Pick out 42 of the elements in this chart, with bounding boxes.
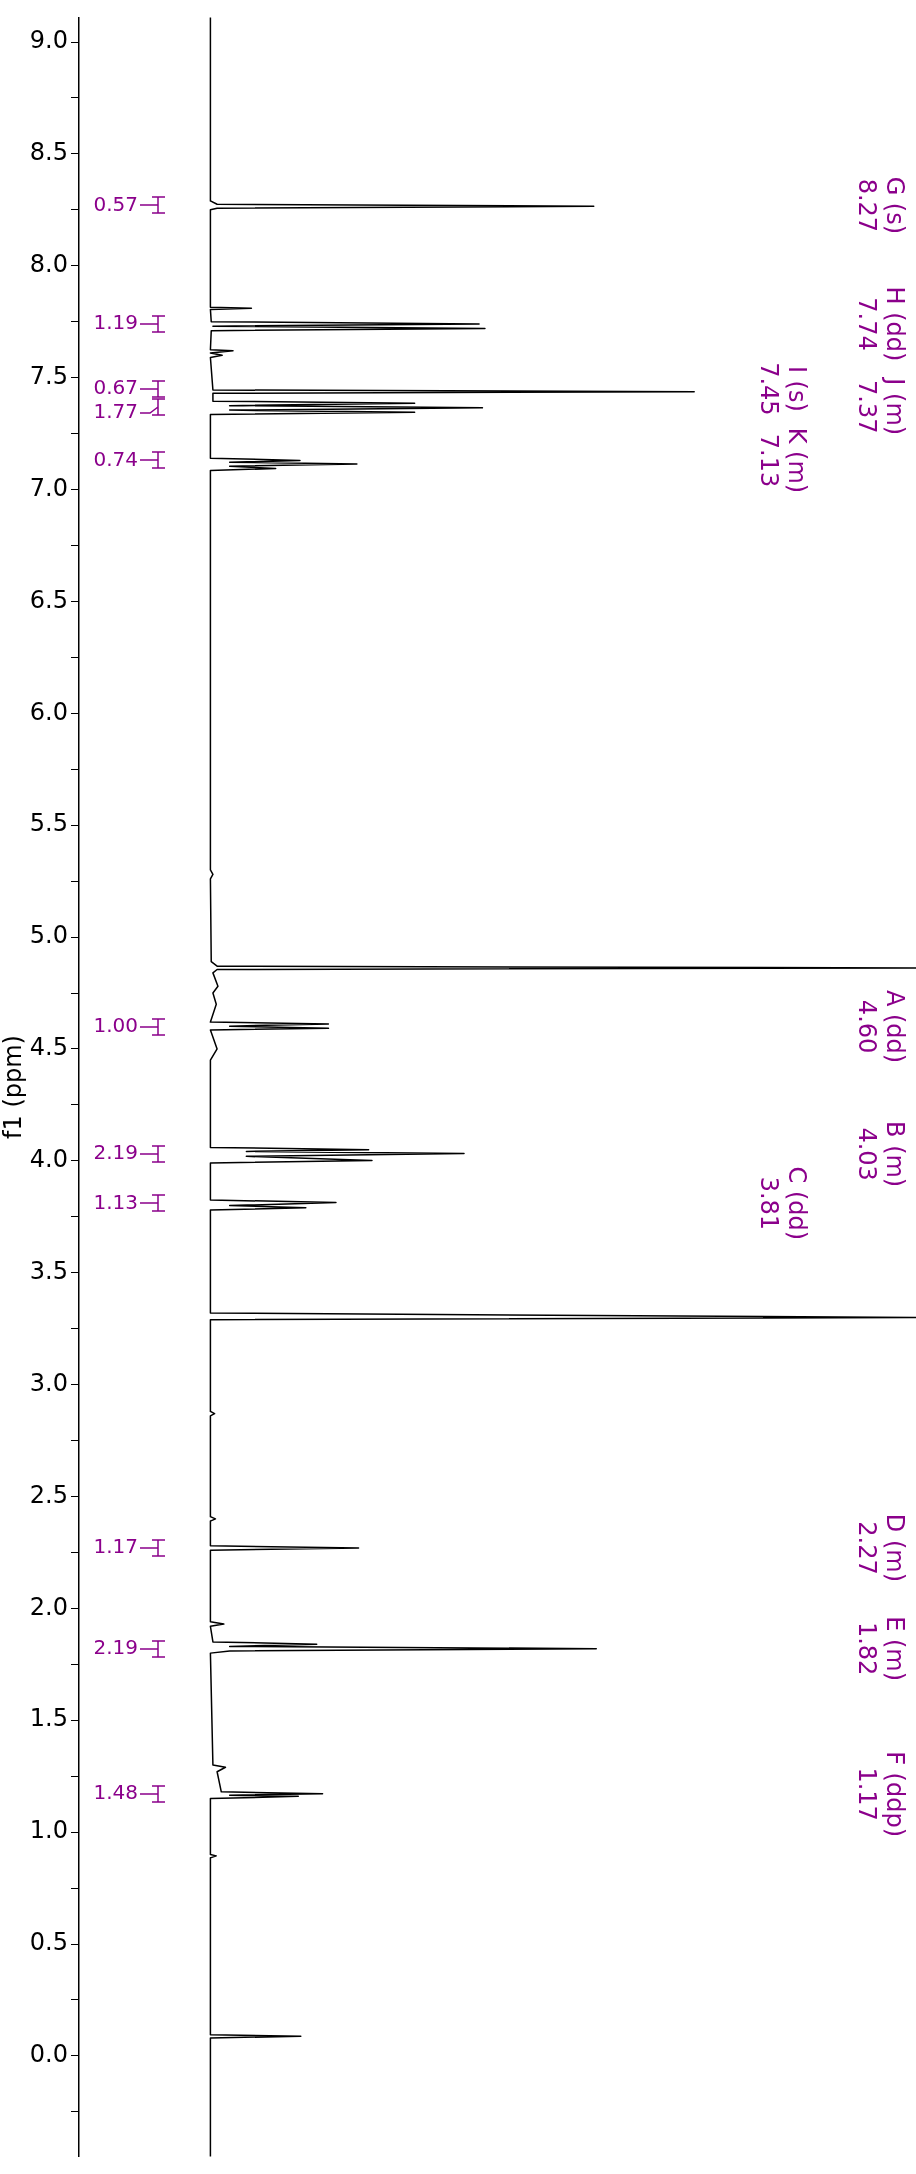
annotation: D (m) 2.27 xyxy=(852,1513,909,1583)
annotation: J (m) 7.37 xyxy=(852,376,909,436)
y-tick-label: 3.0 xyxy=(29,1368,68,1397)
annotation: 1.48 xyxy=(93,1780,138,1805)
y-tick-label: 5.0 xyxy=(29,921,68,950)
y-tick-label: 4.0 xyxy=(29,1145,68,1174)
annotation: 1.17 xyxy=(93,1534,138,1559)
y-tick-label: 6.0 xyxy=(29,697,68,726)
annotation: 2.19 xyxy=(93,1634,138,1659)
y-tick-label: 2.5 xyxy=(29,1480,68,1509)
annotation: G (s) 8.27 xyxy=(852,176,909,235)
annotation: 1.13 xyxy=(93,1189,138,1214)
annotation: I (s) 7.45 xyxy=(754,362,811,416)
annotation: H (dd) 7.74 xyxy=(852,286,909,362)
y-tick-label: 1.5 xyxy=(29,1704,68,1733)
y-tick-label: 4.5 xyxy=(29,1033,68,1062)
y-tick-label: 2.0 xyxy=(29,1592,68,1621)
y-tick-label: 8.5 xyxy=(29,138,68,167)
annotation: E (m) 1.82 xyxy=(852,1616,909,1682)
annotation: 0.57 xyxy=(93,191,138,216)
annotation: C (dd) 3.81 xyxy=(754,1166,811,1241)
y-tick-label: 8.0 xyxy=(29,250,68,279)
y-tick-label: 6.5 xyxy=(29,585,68,614)
y-tick-label: 1.0 xyxy=(29,1816,68,1845)
annotation: 2.19 xyxy=(93,1140,138,1165)
y-tick-label: 7.0 xyxy=(29,473,68,502)
annotation: F (ddp) 1.17 xyxy=(852,1751,909,1838)
annotation: 1.77 xyxy=(93,399,138,424)
y-axis-title: f1 (ppm) xyxy=(0,1035,27,1139)
annotation: K (m) 7.13 xyxy=(754,427,811,494)
annotation: 0.74 xyxy=(93,446,138,471)
y-tick-label: 5.5 xyxy=(29,809,68,838)
annotation: 1.19 xyxy=(93,310,138,335)
y-tick-label: 9.0 xyxy=(29,26,68,55)
annotation: B (m) 4.03 xyxy=(852,1121,909,1188)
annotation: 1.00 xyxy=(93,1012,138,1037)
annotation: 0.67 xyxy=(93,375,138,400)
y-tick-label: 0.0 xyxy=(29,2040,68,2069)
y-tick-label: 0.5 xyxy=(29,1928,68,1957)
y-tick-label: 3.5 xyxy=(29,1256,68,1285)
annotation: A (dd) 4.60 xyxy=(852,989,909,1064)
y-tick-label: 7.5 xyxy=(29,361,68,390)
